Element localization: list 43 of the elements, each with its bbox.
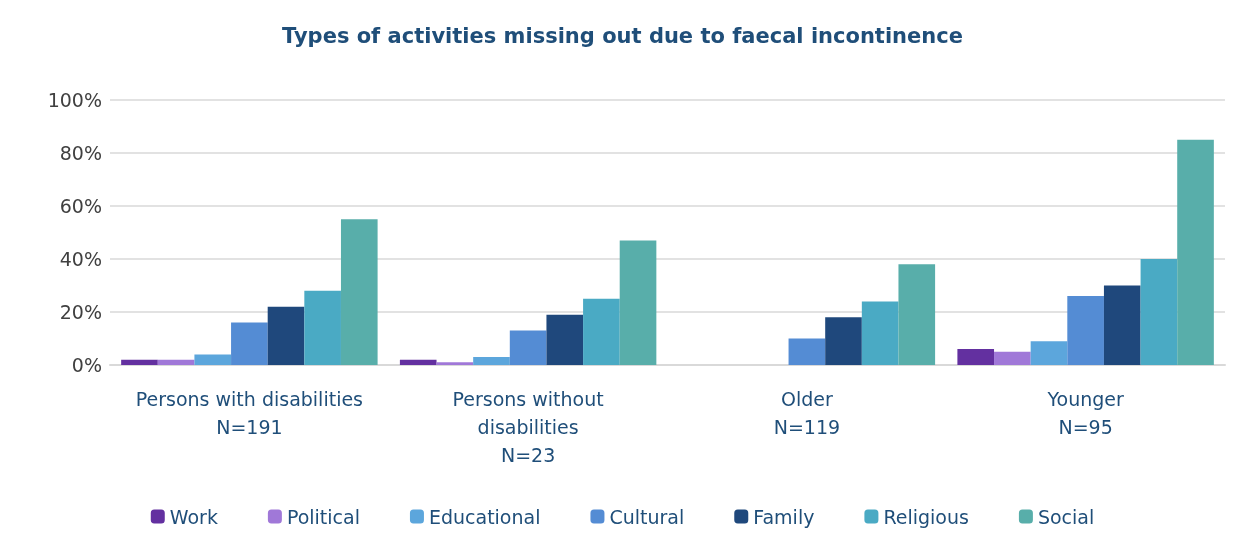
x-tick-label: Older N=119 [773, 388, 841, 438]
legend-label: Work [169, 505, 218, 528]
bar [825, 317, 862, 365]
bar [267, 306, 305, 365]
legend-label: Cultural [609, 505, 685, 528]
y-tick-label: 100% [47, 89, 102, 111]
bar [509, 330, 547, 365]
bar [194, 354, 232, 365]
bar [1177, 139, 1214, 365]
legend-label: Political [286, 505, 360, 528]
y-tick-label: 0% [71, 354, 102, 376]
bar [619, 240, 657, 365]
x-tick-label: Persons with disabilities N=191 [135, 388, 363, 438]
chart-title: Types of activities missing out due to faecal incontinence [282, 23, 963, 48]
bar [340, 219, 378, 365]
bar [1030, 341, 1068, 365]
y-tick-label: 80% [59, 142, 102, 164]
bar [121, 359, 158, 365]
bar [1067, 296, 1104, 365]
bar [231, 322, 268, 365]
bar [473, 357, 510, 365]
legend-label: Family [753, 505, 815, 528]
legend-label: Religious [883, 505, 969, 528]
bar [546, 314, 584, 365]
bar [399, 359, 437, 365]
bar [994, 351, 1031, 365]
bar [788, 338, 826, 365]
y-tick-label: 20% [59, 301, 102, 323]
bar [583, 298, 620, 365]
bar [157, 359, 195, 365]
legend-label: Social [1037, 505, 1095, 528]
bar [304, 290, 341, 365]
x-tick-label: Younger N=95 [1046, 388, 1124, 438]
bar [898, 264, 936, 365]
y-tick-label: 60% [59, 195, 102, 217]
bar [436, 362, 474, 365]
bar [1140, 259, 1178, 365]
bar [1103, 285, 1141, 365]
legend-label: Educational [428, 505, 541, 528]
y-tick-label: 40% [59, 248, 102, 270]
x-tick-label: Persons without disabilities N=23 [452, 388, 604, 466]
bar [957, 349, 995, 365]
bar [861, 301, 899, 365]
